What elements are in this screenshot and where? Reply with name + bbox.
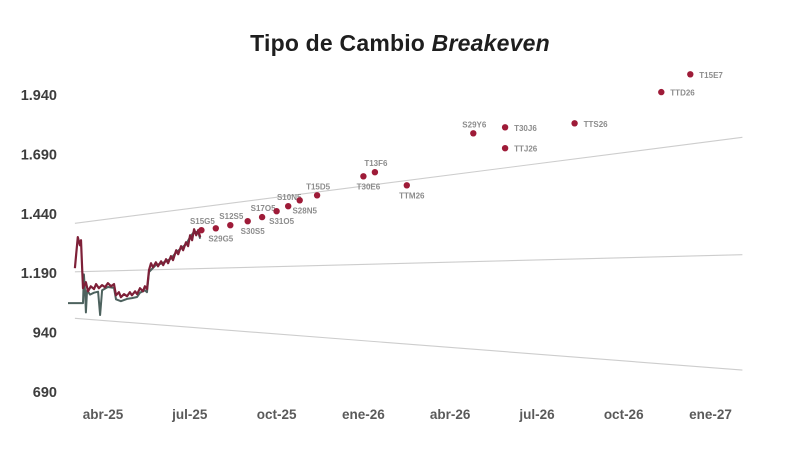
point-label-S28N5: S28N5	[292, 206, 317, 215]
point-label-TTM26: TTM26	[399, 191, 425, 200]
point-label-T30E6: T30E6	[357, 182, 381, 191]
data-point-S29Y6	[470, 130, 477, 137]
x-tick-label: jul-25	[171, 407, 208, 422]
series-line-tc-oficial	[68, 230, 202, 316]
point-label-TTS26: TTS26	[584, 120, 609, 129]
y-tick-label: 1.690	[21, 147, 57, 163]
x-tick-label: jul-26	[518, 407, 555, 422]
chart-title-italic: Breakeven	[431, 30, 550, 56]
y-tick-label: 1.440	[21, 207, 57, 223]
y-tick-label: 1.190	[21, 266, 57, 282]
point-label-TTD26: TTD26	[670, 89, 695, 98]
data-point-S29G5	[212, 225, 219, 232]
band-line-centro-banda	[74, 254, 743, 273]
data-point-T30J6	[501, 124, 509, 131]
x-tick-label: ene-26	[342, 407, 385, 422]
series-line-tc-breakeven-historico	[73, 228, 202, 299]
chart-title-main: Tipo de Cambio	[250, 30, 426, 56]
data-point-S12S5	[227, 222, 234, 229]
data-point-TTM26	[403, 182, 410, 189]
point-label-S30S5: S30S5	[241, 227, 266, 236]
data-point-S15G5	[198, 227, 205, 234]
data-point-T13F6	[371, 169, 379, 176]
point-label-S10N5: S10N5	[277, 193, 302, 202]
data-point-TTD26	[658, 88, 665, 96]
point-label-T15D5: T15D5	[306, 182, 331, 191]
point-label-S17O5: S17O5	[251, 204, 276, 213]
x-tick-label: oct-26	[604, 407, 644, 422]
data-point-T30E6	[360, 173, 367, 180]
chart-title: Tipo de Cambio Breakeven	[0, 30, 800, 57]
point-label-T30J6: T30J6	[514, 124, 537, 133]
point-label-TTJ26: TTJ26	[514, 145, 538, 154]
x-tick-label: ene-27	[689, 407, 732, 422]
point-label-T13F6: T13F6	[364, 159, 388, 168]
data-point-S10N5	[285, 203, 292, 210]
data-point-T15D5	[313, 192, 321, 199]
data-point-T15E7	[687, 71, 694, 78]
point-label-S29G5: S29G5	[208, 234, 233, 243]
y-tick-label: 1.940	[21, 88, 57, 104]
data-point-S17O5	[258, 213, 266, 221]
point-label-S15G5: S15G5	[190, 217, 215, 226]
x-tick-label: abr-25	[83, 407, 124, 422]
y-tick-label: 940	[33, 326, 57, 342]
data-point-TTJ26	[501, 145, 509, 152]
y-tick-label: 690	[33, 385, 57, 401]
point-label-S31O5: S31O5	[269, 217, 294, 226]
point-label-S29Y6: S29Y6	[462, 120, 487, 129]
data-point-S30S5	[244, 218, 251, 225]
x-tick-label: abr-26	[430, 407, 471, 422]
point-label-T15E7: T15E7	[699, 71, 723, 80]
band-line-banda-inferior	[74, 317, 743, 371]
point-label-S12S5: S12S5	[219, 212, 244, 221]
band-line-banda-superior	[74, 136, 743, 224]
x-tick-label: oct-25	[257, 407, 297, 422]
data-point-TTS26	[571, 120, 578, 127]
data-point-S28N5	[296, 197, 303, 204]
data-point-S31O5	[273, 208, 280, 215]
